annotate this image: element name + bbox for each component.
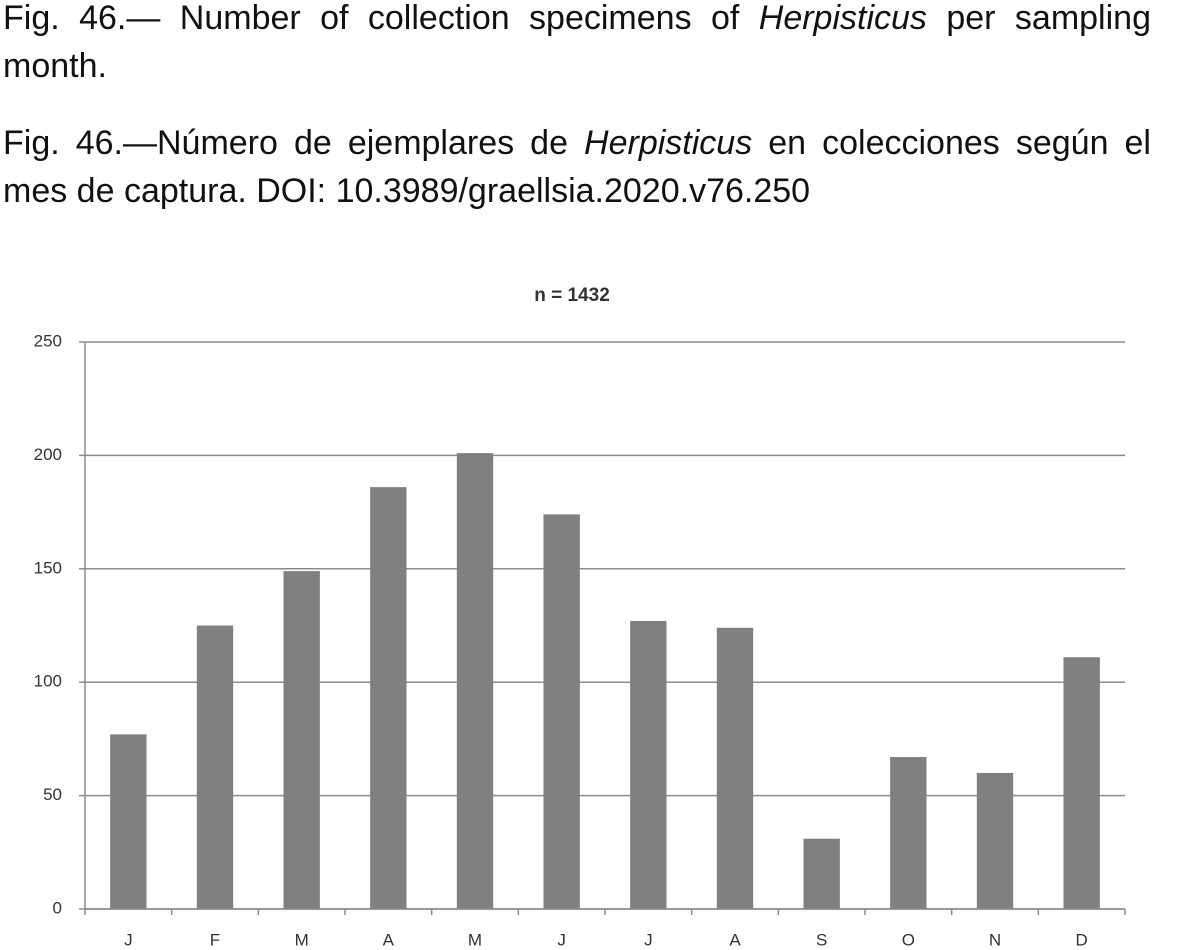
caption-text: per sampling month. <box>3 0 1151 85</box>
x-tick-label: N <box>989 930 1001 949</box>
y-tick-label: 50 <box>43 785 62 804</box>
x-tick-label: A <box>729 930 741 949</box>
bar <box>803 838 840 909</box>
bar <box>1063 657 1100 909</box>
caption-english: Fig. 46.— Number of collection specimens… <box>3 0 1151 90</box>
bar <box>370 487 407 909</box>
caption-genus: Herpisticus <box>758 0 927 37</box>
y-tick-label: 250 <box>34 331 62 350</box>
bar <box>630 620 667 909</box>
y-tick-label: 100 <box>34 672 62 691</box>
bar <box>283 571 320 909</box>
bar <box>716 627 754 909</box>
caption-text: Fig. 46.— Number of collection specimens… <box>3 0 759 37</box>
bar <box>456 453 494 909</box>
x-tick-label: A <box>383 930 395 949</box>
caption-text: Fig. 46.—Número de ejemplares de <box>3 124 585 162</box>
caption-spanish: Fig. 46.—Número de ejemplares de Herpist… <box>3 119 1151 215</box>
bar <box>976 772 1014 909</box>
x-tick-label: J <box>557 930 566 949</box>
y-tick-label: 200 <box>34 445 62 464</box>
bar <box>890 757 927 909</box>
x-tick-label: J <box>644 930 653 949</box>
y-tick-label: 0 <box>53 898 62 917</box>
caption-genus: Herpisticus <box>584 124 753 162</box>
x-tick-label: O <box>902 930 915 949</box>
x-tick-label: J <box>124 930 133 949</box>
bar <box>543 514 580 909</box>
chart-title: n = 1432 <box>534 285 610 306</box>
x-tick-label: D <box>1076 930 1088 949</box>
y-tick-label: 150 <box>34 558 62 577</box>
x-tick-label: M <box>468 930 482 949</box>
x-tick-label: M <box>295 930 309 949</box>
caption-text: en colecciones según el mes de captura. … <box>3 124 1151 210</box>
bar <box>110 734 147 909</box>
bar <box>196 625 234 909</box>
x-tick-label: S <box>816 930 827 949</box>
x-tick-label: F <box>210 930 220 949</box>
